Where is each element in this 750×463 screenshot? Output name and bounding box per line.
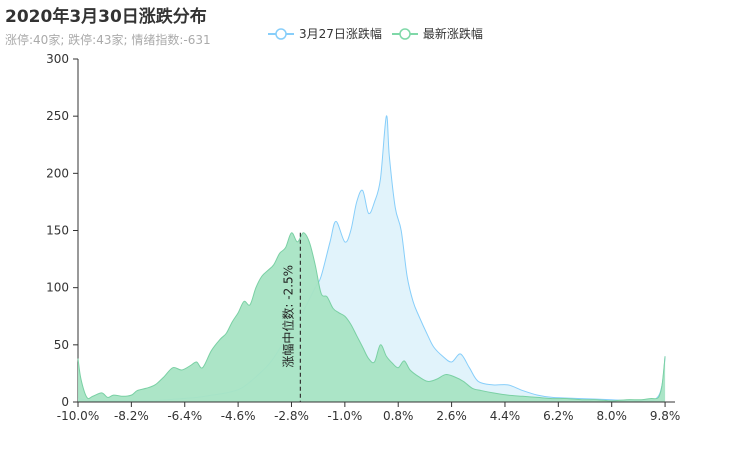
series-prev-fill [78, 115, 666, 403]
x-tick-label: 2.6% [436, 409, 467, 423]
x-tick-label: 8.0% [596, 409, 627, 423]
series-latest-area [77, 232, 666, 402]
median-marker: 涨幅中位数: -2.5% [280, 232, 301, 402]
x-tick-label: -2.8% [274, 409, 309, 423]
chart-title: 2020年3月30日涨跌分布 [5, 7, 207, 27]
y-axis: 0 50 100 150 200 250 300 [46, 52, 79, 409]
legend-item-prev[interactable]: 3月27日涨跌幅 [268, 25, 382, 42]
legend-label-latest: 最新涨跌幅 [422, 27, 483, 41]
x-tick-label: 6.2% [543, 409, 574, 423]
legend: 3月27日涨跌幅 最新涨跌幅 [268, 25, 483, 42]
series-prev-area [77, 115, 666, 403]
legend-label-prev: 3月27日涨跌幅 [299, 27, 382, 41]
y-tick-label: 200 [46, 166, 69, 180]
y-tick-label: 150 [46, 224, 69, 238]
y-tick-label: 250 [46, 109, 69, 123]
chart-subtitle: 涨停:40家; 跌停:43家; 情绪指数:-631 [5, 33, 211, 47]
y-tick-label: 50 [54, 338, 69, 352]
series-latest-fill [78, 232, 666, 402]
x-tick-label: -10.0% [57, 409, 99, 423]
x-tick-label: -8.2% [114, 409, 149, 423]
y-tick-label: 300 [46, 52, 69, 66]
x-tick-label: 0.8% [383, 409, 414, 423]
legend-prev-circle-icon [268, 27, 294, 40]
series-latest-line [77, 232, 666, 402]
y-tick-label: 0 [61, 395, 69, 409]
legend-latest-circle-icon [391, 27, 418, 40]
x-axis: -10.0% -8.2% -6.4% -4.6% -2.8% -1.0% 0.8% 2.6% 4… [57, 401, 681, 423]
x-tick-label: -1.0% [327, 409, 362, 423]
x-tick-label: -6.4% [167, 409, 202, 423]
y-tick-label: 100 [46, 281, 69, 295]
legend-item-latest[interactable]: 最新涨跌幅 [391, 25, 483, 42]
x-tick-label: -4.6% [221, 409, 256, 423]
median-label: 涨幅中位数: -2.5% [280, 265, 295, 368]
x-tick-label: 4.4% [490, 409, 521, 423]
x-tick-label: 9.8% [650, 409, 681, 423]
